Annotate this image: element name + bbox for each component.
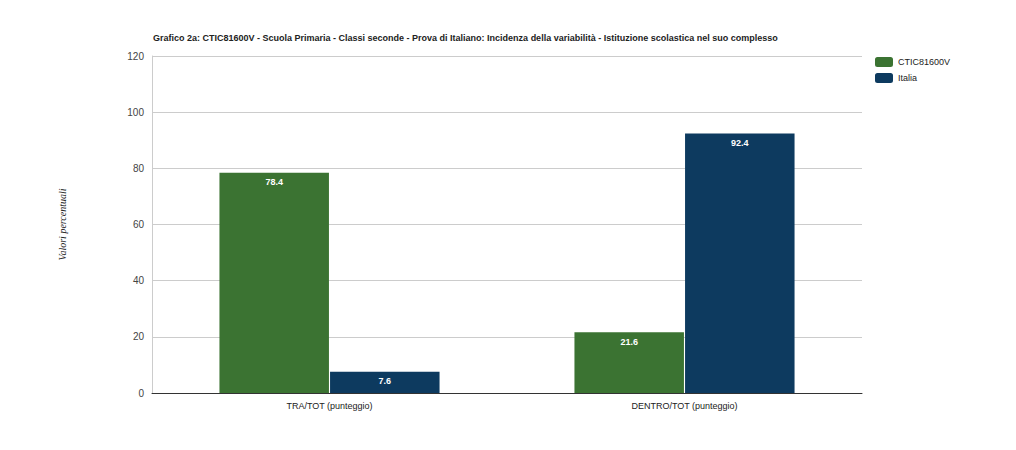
- svg-text:92.4: 92.4: [731, 138, 749, 148]
- svg-text:TRA/TOT (punteggio): TRA/TOT (punteggio): [286, 401, 372, 411]
- svg-text:21.6: 21.6: [620, 337, 638, 347]
- svg-text:7.6: 7.6: [379, 376, 392, 386]
- svg-text:60: 60: [133, 219, 145, 230]
- svg-text:100: 100: [127, 107, 144, 118]
- svg-text:Grafico 2a: CTIC81600V - Scuol: Grafico 2a: CTIC81600V - Scuola Primaria…: [153, 33, 778, 43]
- svg-text:Valori percentuali: Valori percentuali: [57, 188, 68, 260]
- svg-text:CTIC81600V: CTIC81600V: [898, 57, 950, 67]
- svg-text:Italia: Italia: [898, 73, 917, 83]
- svg-text:20: 20: [133, 331, 145, 342]
- svg-text:120: 120: [127, 51, 144, 62]
- svg-text:78.4: 78.4: [265, 177, 283, 187]
- svg-text:0: 0: [138, 388, 144, 399]
- svg-text:80: 80: [133, 163, 145, 174]
- svg-text:DENTRO/TOT (punteggio): DENTRO/TOT (punteggio): [631, 401, 737, 411]
- svg-text:40: 40: [133, 275, 145, 286]
